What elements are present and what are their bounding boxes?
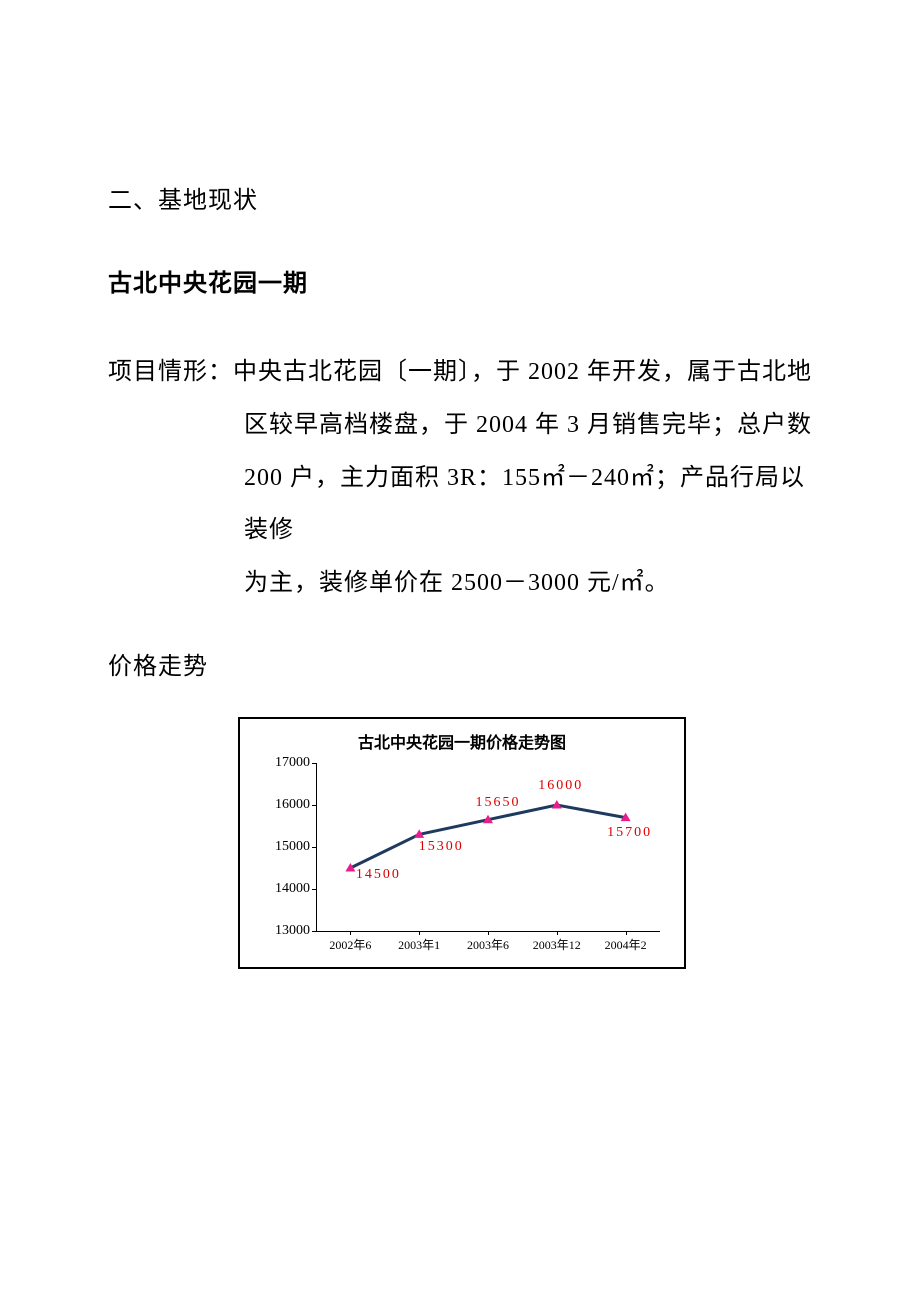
x-axis-tick-label: 2003年1 xyxy=(398,936,440,953)
chart-data-label: 15650 xyxy=(476,795,521,811)
chart-data-label: 15700 xyxy=(607,825,652,841)
x-tick-mark xyxy=(488,931,489,935)
project-line-3: 200 户，主力面积 3R：155㎡－240㎡；产品行局以装修 xyxy=(108,452,812,558)
x-axis-tick-label: 2003年12 xyxy=(533,936,581,953)
x-tick-mark xyxy=(557,931,558,935)
project-line-4: 为主，装修单价在 2500－3000 元/㎡。 xyxy=(108,557,812,610)
chart-plot-area: 13000140001500016000170002002年62003年1200… xyxy=(258,759,666,931)
x-axis-tick-label: 2004年2 xyxy=(605,936,647,953)
chart-data-label: 15300 xyxy=(419,839,464,855)
price-chart: 古北中央花园一期价格走势图 13000140001500016000170002… xyxy=(238,717,686,969)
chart-title: 古北中央花园一期价格走势图 xyxy=(240,719,684,753)
chart-data-label: 14500 xyxy=(356,867,401,883)
price-trend-heading: 价格走势 xyxy=(108,646,812,681)
section-heading: 二、基地现状 xyxy=(108,180,812,215)
x-axis-tick-label: 2002年6 xyxy=(329,936,371,953)
project-description: 项目情形：中央古北花园〔一期〕，于 2002 年开发，属于古北地 区较早高档楼盘… xyxy=(108,346,812,610)
x-tick-mark xyxy=(419,931,420,935)
sub-heading: 古北中央花园一期 xyxy=(108,263,812,298)
chart-line xyxy=(350,805,625,868)
y-tick-mark xyxy=(312,931,316,932)
chart-data-label: 16000 xyxy=(538,778,583,794)
x-tick-mark xyxy=(350,931,351,935)
x-tick-mark xyxy=(626,931,627,935)
project-line-1: 中央古北花园〔一期〕，于 2002 年开发，属于古北地 xyxy=(233,359,812,385)
project-label: 项目情形： xyxy=(108,359,233,385)
project-line-2: 区较早高档楼盘，于 2004 年 3 月销售完毕；总户数 xyxy=(108,399,812,452)
x-axis-tick-label: 2003年6 xyxy=(467,936,509,953)
